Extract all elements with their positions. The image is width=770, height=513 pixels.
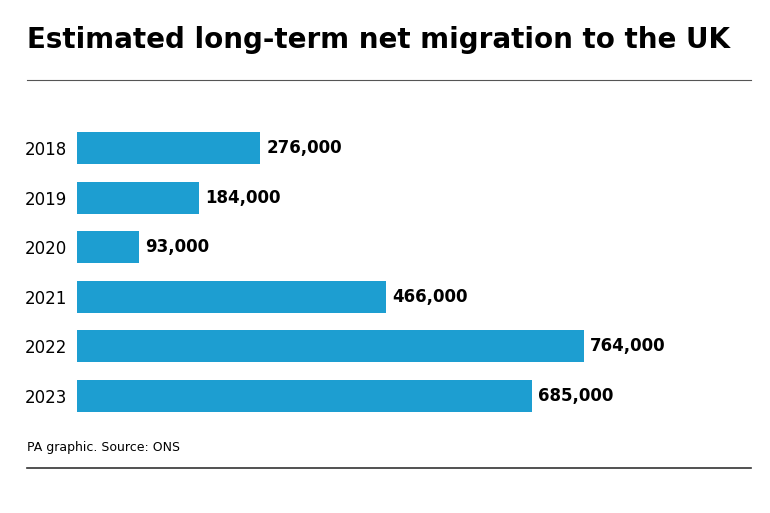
Bar — [77, 182, 199, 214]
Text: 184,000: 184,000 — [205, 189, 280, 207]
Bar — [77, 330, 584, 362]
Bar — [77, 231, 139, 263]
Text: 276,000: 276,000 — [266, 139, 342, 157]
Text: 466,000: 466,000 — [392, 288, 468, 306]
Text: PA graphic. Source: ONS: PA graphic. Source: ONS — [27, 441, 180, 454]
Bar — [77, 281, 387, 313]
Bar — [77, 380, 532, 412]
Text: 93,000: 93,000 — [145, 238, 209, 256]
Text: Estimated long-term net migration to the UK: Estimated long-term net migration to the… — [27, 26, 730, 54]
Bar — [77, 132, 260, 164]
Text: 764,000: 764,000 — [590, 337, 666, 355]
Text: 685,000: 685,000 — [537, 387, 613, 405]
